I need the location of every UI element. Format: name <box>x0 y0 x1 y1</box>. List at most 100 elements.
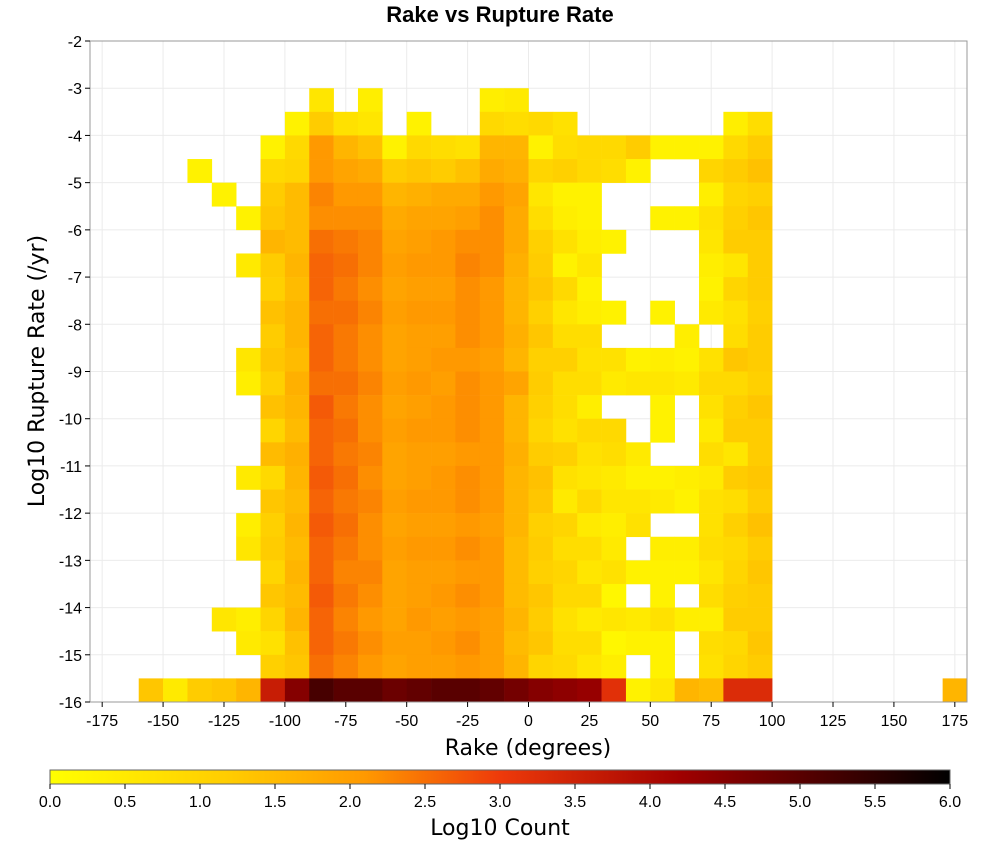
heatmap-cell <box>601 347 627 372</box>
heatmap-cell <box>577 607 602 632</box>
heatmap-cell <box>723 678 749 703</box>
heatmap-cell <box>723 135 749 160</box>
heatmap-cell <box>284 654 310 679</box>
heatmap-cell <box>333 442 359 467</box>
heatmap-cell <box>431 560 456 585</box>
heatmap-cell <box>577 300 602 325</box>
heatmap-cell <box>625 560 651 585</box>
y-tick-label: -5 <box>68 176 82 193</box>
heatmap-cell <box>674 536 700 561</box>
heatmap-cell <box>577 583 602 608</box>
heatmap-cell <box>431 229 456 254</box>
y-tick-label: -9 <box>68 365 82 382</box>
heatmap-cell <box>577 418 602 443</box>
heatmap-cell <box>406 324 432 349</box>
heatmap-cell <box>309 371 334 396</box>
heatmap-cell <box>309 347 334 372</box>
heatmap-cell <box>528 324 554 349</box>
colorbar-label: Log10 Count <box>430 816 570 841</box>
heatmap-cell <box>260 678 286 703</box>
heatmap-cell <box>479 418 505 443</box>
heatmap-cell <box>284 206 310 231</box>
heatmap-cell <box>504 253 529 278</box>
heatmap-cell <box>333 631 359 656</box>
heatmap-cell <box>406 395 432 420</box>
y-tick-label: -11 <box>60 459 82 476</box>
heatmap-cell <box>625 678 651 703</box>
heatmap-cell <box>601 159 627 183</box>
heatmap-cell <box>479 513 505 538</box>
heatmap-cell <box>504 678 529 703</box>
heatmap-cell <box>284 371 310 396</box>
heatmap-cell <box>382 442 407 467</box>
heatmap-cell <box>455 513 481 538</box>
heatmap-cell <box>333 253 359 278</box>
colorbar-tick-label: 2.5 <box>414 794 436 811</box>
heatmap-cell <box>333 395 359 420</box>
heatmap-cell <box>625 347 651 372</box>
x-tick-label: -25 <box>456 713 479 730</box>
heatmap-cell <box>650 371 675 396</box>
heatmap-cell <box>528 277 554 301</box>
heatmap-cell <box>577 678 602 703</box>
heatmap-cell <box>309 607 334 632</box>
heatmap-cell <box>723 607 749 632</box>
heatmap-cell <box>406 371 432 396</box>
heatmap-cell <box>455 418 481 443</box>
heatmap-cell <box>284 442 310 467</box>
heatmap-cell <box>625 442 651 467</box>
heatmap-cell <box>309 277 334 301</box>
heatmap-cell <box>479 607 505 632</box>
heatmap-cell <box>357 111 383 136</box>
heatmap-cell <box>601 536 627 561</box>
heatmap-cell <box>552 135 578 160</box>
heatmap-cell <box>504 631 529 656</box>
heatmap-cell <box>723 560 749 585</box>
heatmap-cell <box>552 418 578 443</box>
heatmap-cell <box>625 513 651 538</box>
heatmap-cell <box>382 229 407 254</box>
heatmap-cell <box>625 135 651 160</box>
heatmap-cell <box>528 513 554 538</box>
heatmap-cell <box>942 678 968 703</box>
y-tick-label: -8 <box>68 317 82 334</box>
heatmap-cell <box>479 88 505 113</box>
heatmap-cell <box>333 277 359 301</box>
heatmap-cell <box>699 631 724 656</box>
y-axis-label: Log10 Rupture Rate (/yr) <box>25 235 50 507</box>
x-tick-label: 25 <box>581 713 599 730</box>
heatmap-cell <box>479 229 505 254</box>
heatmap-cell <box>333 347 359 372</box>
heatmap-cell <box>455 442 481 467</box>
heatmap-cell <box>504 513 529 538</box>
heatmap-cell <box>552 442 578 467</box>
heatmap-cell <box>382 465 407 490</box>
heatmap-cell <box>455 253 481 278</box>
heatmap-cell <box>406 253 432 278</box>
heatmap-cell <box>577 182 602 207</box>
heatmap-cell <box>528 300 554 325</box>
heatmap-cell <box>723 583 749 608</box>
heatmap-cell <box>601 583 627 608</box>
colorbar-tick-label: 5.0 <box>789 794 811 811</box>
heatmap-cell <box>528 489 554 514</box>
heatmap-cell <box>504 229 529 254</box>
heatmap-cell <box>674 206 700 231</box>
heatmap-cell <box>504 182 529 207</box>
heatmap-cell <box>650 347 675 372</box>
heatmap-cell <box>625 631 651 656</box>
heatmap-cell <box>455 607 481 632</box>
heatmap-cell <box>260 371 286 396</box>
heatmap-cell <box>577 513 602 538</box>
heatmap-cell <box>747 347 773 372</box>
heatmap-cell <box>284 395 310 420</box>
heatmap-cell <box>284 418 310 443</box>
heatmap-cell <box>236 607 261 632</box>
heatmap-cell <box>528 135 554 160</box>
heatmap-cell <box>601 300 627 325</box>
x-tick-label: -100 <box>269 713 301 730</box>
heatmap-cell <box>479 536 505 561</box>
heatmap-cell <box>333 536 359 561</box>
heatmap-cell <box>260 536 286 561</box>
heatmap-cell <box>723 300 749 325</box>
